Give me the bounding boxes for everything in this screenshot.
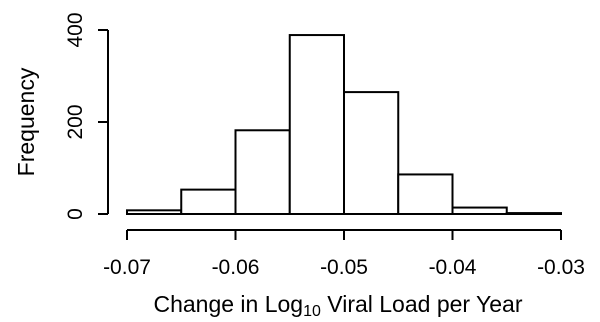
histogram-bars <box>126 34 562 216</box>
x-tick-label: -0.06 <box>212 256 260 279</box>
x-tick-label: -0.04 <box>429 256 477 279</box>
histogram-bar <box>343 91 400 215</box>
x-axis-title: Change in Log10 Viral Load per Year <box>153 291 522 320</box>
x-axis: -0.07 -0.06 -0.05 -0.04 -0.03 <box>103 229 585 279</box>
y-tick-label: 200 <box>64 104 87 139</box>
histogram-bar <box>451 206 508 215</box>
histogram-bar <box>126 209 183 216</box>
histogram-bar <box>234 129 291 215</box>
y-axis-title: Frequency <box>13 67 39 176</box>
x-axis-title-subscript: 10 <box>303 303 321 320</box>
histogram-bar <box>288 34 345 216</box>
histogram-bar <box>505 212 562 216</box>
x-axis-title-prefix: Change in Log <box>153 291 303 317</box>
y-tick-label: 400 <box>64 12 87 47</box>
x-axis-title-suffix: Viral Load per Year <box>321 291 523 317</box>
histogram-bar <box>397 173 454 216</box>
x-tick-label: -0.07 <box>103 256 151 279</box>
x-tick-label: -0.03 <box>537 256 585 279</box>
x-tick-label: -0.05 <box>320 256 368 279</box>
y-tick-label: 0 <box>64 208 87 220</box>
y-axis: 0 200 400 <box>64 12 109 220</box>
histogram-bar <box>180 188 237 215</box>
